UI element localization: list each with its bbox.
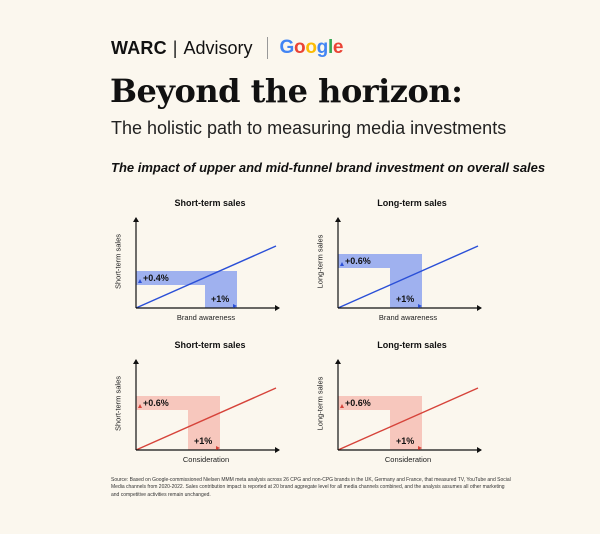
y-axis-label: Long-term sales: [315, 376, 325, 431]
brand-separator: |: [172, 37, 178, 58]
page-title: Beyond the horizon:: [110, 72, 463, 110]
x-change-band: [188, 396, 220, 450]
x-change-label: +1%: [396, 436, 415, 446]
y-axis-label: Short-term sales: [113, 233, 123, 290]
x-change-arrow: [233, 304, 237, 308]
x-axis-label: Brand awareness: [176, 313, 236, 322]
y-axis-arrow: [133, 359, 139, 364]
x-change-arrow: [216, 446, 220, 450]
chart-short-term-awareness: Short-term sales Short-term sales Brand aw…: [114, 198, 300, 328]
x-axis-arrow: [477, 447, 482, 453]
x-change-band: [390, 396, 422, 450]
series-line: [337, 245, 479, 309]
chart-title: Short-term sales: [174, 340, 246, 350]
chart-svg: [335, 359, 482, 453]
chart-title: Short-term sales: [174, 198, 246, 208]
y-change-arrow: [340, 404, 344, 408]
y-axis-arrow: [133, 217, 139, 222]
series-line: [337, 387, 479, 451]
chart-svg: [335, 217, 482, 311]
chart-title: Long-term sales: [377, 198, 447, 208]
y-change-arrow: [138, 404, 142, 408]
y-change-arrow: [340, 262, 344, 266]
chart-title: Long-term sales: [377, 340, 447, 350]
x-axis-label: Consideration: [182, 455, 230, 464]
brand-bar: WARC | Advisory Google: [111, 36, 344, 60]
y-change-arrow: [138, 279, 142, 283]
warc-logo: WARC: [111, 37, 167, 58]
x-change-band: [205, 271, 237, 308]
x-axis-label: Brand awareness: [378, 313, 438, 322]
y-axis-arrow: [335, 217, 341, 222]
x-axis-arrow: [275, 305, 280, 311]
advisory-label: Advisory: [183, 37, 253, 58]
x-axis-arrow: [477, 305, 482, 311]
page-subtitle: The holistic path to measuring media inv…: [111, 118, 507, 138]
chart-svg: [133, 217, 280, 311]
x-change-label: +1%: [396, 294, 415, 304]
y-change-label: +0.6%: [143, 398, 169, 408]
x-axis-label: Consideration: [384, 455, 432, 464]
google-logo: Google: [279, 37, 344, 58]
brand-divider: [266, 37, 268, 59]
impact-heading: The impact of upper and mid-funnel brand…: [111, 160, 546, 175]
chart-short-term-consideration: Short-term sales Short-term sales Consider…: [114, 340, 300, 470]
y-change-label: +0.6%: [345, 256, 371, 266]
chart-long-term-awareness: Long-term sales Long-term sales Brand awar…: [316, 198, 502, 328]
x-change-band: [390, 254, 422, 308]
y-axis-label: Short-term sales: [113, 375, 123, 432]
series-line: [135, 245, 277, 309]
source-note: Source: Based on Google-commissioned Nie…: [111, 477, 511, 498]
chart-long-term-consideration: Long-term sales Long-term sales Considerat…: [316, 340, 502, 470]
y-change-label: +0.6%: [345, 398, 371, 408]
x-change-label: +1%: [194, 436, 213, 446]
x-change-arrow: [418, 304, 422, 308]
y-axis-label: Long-term sales: [315, 234, 325, 289]
x-axis-arrow: [275, 447, 280, 453]
x-change-arrow: [418, 446, 422, 450]
y-change-label: +0.4%: [143, 273, 169, 283]
series-line: [135, 387, 277, 451]
y-axis-arrow: [335, 359, 341, 364]
chart-svg: [133, 359, 280, 453]
x-change-label: +1%: [211, 294, 230, 304]
